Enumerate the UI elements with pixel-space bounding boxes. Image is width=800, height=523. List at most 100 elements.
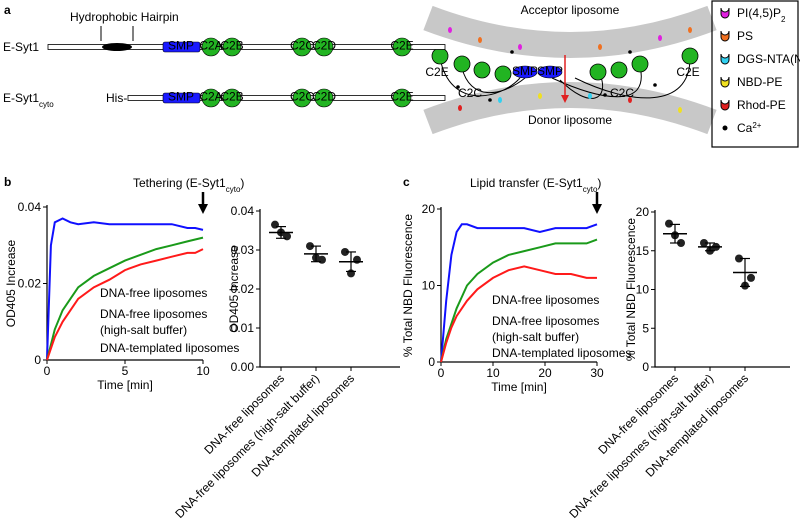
y-axis-label: % Total NBD Fluorescence (624, 218, 638, 362)
y-tick-label: 0.02 (231, 282, 255, 296)
y-tick-label: 20 (636, 205, 650, 219)
c2-domain (201, 88, 221, 108)
annotation-arrowhead (592, 204, 602, 214)
series-label: DNA-free liposomes (492, 293, 599, 307)
domain-label: C2D (312, 39, 336, 53)
data-point (677, 239, 685, 247)
x-axis-label: Time [min] (97, 378, 153, 392)
legend-box (711, 0, 799, 148)
donor-membrane (423, 82, 717, 135)
legend-label: PI(4,5)P2 (737, 6, 786, 24)
y-tick-label: 0.00 (231, 360, 255, 374)
domain-label: SMP (168, 90, 194, 104)
legend-label: NBD-PE (737, 75, 782, 89)
panel-label: c (403, 175, 410, 189)
legend-swatch (720, 7, 730, 19)
data-point (341, 247, 349, 256)
y-tick-label: 0 (428, 355, 435, 369)
lipids (448, 27, 692, 113)
domain-label: C2C (290, 39, 314, 53)
y-tick-label: 0.03 (231, 243, 255, 257)
legend-label-part: PI(4,5)P (737, 6, 781, 20)
legend-swatch (720, 53, 730, 65)
y-tick-label: 0.02 (18, 277, 42, 291)
series-label: DNA-templated liposomes (492, 346, 631, 360)
acceptor-label: Acceptor liposome (521, 3, 620, 17)
acceptor-membrane (423, 5, 717, 58)
smp-domain (162, 41, 201, 53)
diagram-label: SMP (537, 64, 563, 78)
domain-label: C2C (290, 90, 314, 104)
x-tick-label: 5 (122, 364, 129, 378)
diagram-label: C2E (425, 65, 448, 79)
data-point (271, 220, 279, 229)
annotation-part: Lipid transfer (E-Syt1 (470, 176, 583, 190)
c2-domain (222, 37, 242, 57)
construct-name: E-Syt1cyto (3, 91, 54, 109)
y-tick-label: 5 (642, 321, 649, 335)
annotation-part: cyto (226, 185, 241, 194)
series-label: DNA-free liposomes (high-salt buffer) (492, 314, 603, 344)
y-tick-label: 0.04 (231, 204, 255, 218)
linker (439, 57, 691, 99)
annotation-part: ) (240, 176, 244, 190)
series-line (46, 236, 204, 361)
category-label: DNA-free liposomes (high-salt buffer) (566, 371, 716, 521)
x-tick-label: 30 (590, 366, 604, 380)
x-tick-label: 10 (196, 364, 210, 378)
domain-label: C2D (312, 90, 336, 104)
legend-swatch (720, 30, 730, 42)
y-tick-label: 15 (636, 244, 650, 258)
legend-label-part: NBD-PE (737, 75, 782, 89)
legend-label-part: 2+ (752, 121, 761, 130)
domain-label: C2B (220, 39, 243, 53)
data-point (306, 242, 314, 251)
series-line (440, 223, 598, 363)
series-label: DNA-free liposomes (high-salt buffer) (100, 307, 211, 337)
construct-name-part: E-Syt1 (3, 91, 39, 105)
c2-domain (292, 88, 312, 108)
x-tick-label: 10 (486, 366, 500, 380)
transfer-arrowhead (561, 95, 569, 103)
series-line (46, 217, 204, 361)
series-label: DNA-templated liposomes (100, 341, 239, 355)
panel-label: b (4, 175, 11, 189)
y-tick-label: 10 (422, 279, 436, 293)
c2-domain (392, 88, 412, 108)
c2-domains (431, 47, 699, 83)
domain-label: SMP (168, 39, 194, 53)
diagram-label: C2E (676, 65, 699, 79)
diagram-label: C2C (458, 86, 482, 100)
legend-swatch (722, 125, 728, 131)
legend-label-part: PS (737, 29, 753, 43)
annotation-part: ) (597, 176, 601, 190)
annotation-arrowhead (198, 204, 208, 214)
y-axis-label: % Total NBD Fluorescence (401, 214, 415, 358)
legend-label-part: Rhod-PE (737, 98, 786, 112)
backbone (47, 44, 446, 50)
annotation-part: cyto (583, 185, 598, 194)
y-tick-label: 0 (642, 360, 649, 374)
diagram-label: C2C (610, 86, 634, 100)
y-tick-label: 20 (422, 202, 436, 216)
series-line (440, 265, 597, 363)
y-axis-label: OD405 Increase (4, 239, 18, 327)
c2-domain (201, 37, 221, 57)
construct-name-part: cyto (39, 100, 54, 109)
data-point (700, 239, 708, 247)
c2-domain (314, 37, 334, 57)
series-line (46, 248, 204, 361)
y-tick-label: 0 (34, 353, 41, 367)
domain-label: C2E (390, 90, 413, 104)
x-tick-label: 20 (538, 366, 552, 380)
legend-label-part: 2 (781, 15, 786, 24)
construct-name: E-Syt1 (3, 40, 39, 54)
data-point (747, 273, 755, 282)
x-axis-label: Time [min] (491, 380, 547, 394)
legend-label-part: Ca (737, 121, 753, 135)
category-label: DNA-free liposomes (high-salt buffer) (172, 371, 322, 521)
legend-label: Ca2+ (737, 121, 762, 136)
legend-swatch (720, 76, 730, 88)
data-point (735, 254, 743, 263)
